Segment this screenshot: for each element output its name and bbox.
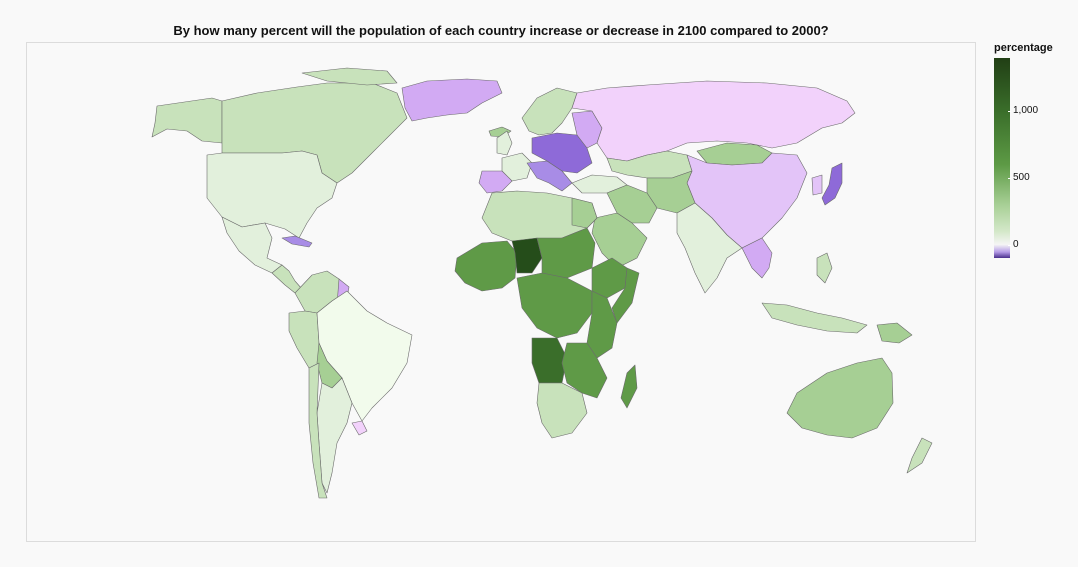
- country-mongolia[interactable]: [696, 142, 773, 166]
- country-italy-balkans[interactable]: [526, 160, 573, 192]
- country-central-africa[interactable]: [516, 272, 593, 339]
- map-frame[interactable]: [26, 42, 976, 542]
- legend-title: percentage: [994, 42, 1053, 54]
- country-central-europe[interactable]: [531, 132, 593, 174]
- country-saudi-arabia[interactable]: [591, 212, 648, 269]
- country-russia[interactable]: [571, 80, 856, 162]
- legend-tick-label: 0: [1013, 238, 1019, 250]
- country-scandinavia[interactable]: [521, 87, 578, 136]
- legend-tick-mark: [1008, 178, 1011, 179]
- country-east-africa[interactable]: [586, 290, 618, 359]
- country-angola[interactable]: [531, 337, 568, 384]
- country-korea[interactable]: [811, 174, 823, 196]
- country-new-zealand[interactable]: [906, 437, 933, 474]
- chart-title: By how many percent will the population …: [173, 23, 829, 38]
- country-alaska[interactable]: [151, 97, 223, 144]
- country-west-africa[interactable]: [454, 240, 518, 292]
- legend-tick-label: 500: [1013, 172, 1030, 183]
- country-australia[interactable]: [786, 357, 894, 439]
- country-central-america[interactable]: [271, 264, 303, 294]
- country-argentina[interactable]: [316, 377, 353, 494]
- country-canada-arctic[interactable]: [301, 67, 398, 86]
- country-peru[interactable]: [288, 310, 320, 369]
- legend-tick-mark: [1008, 111, 1011, 113]
- country-uk[interactable]: [496, 130, 513, 156]
- country-southeast-asia[interactable]: [741, 237, 773, 279]
- country-egypt[interactable]: [571, 197, 598, 229]
- country-madagascar[interactable]: [620, 364, 638, 409]
- country-philippines[interactable]: [816, 252, 833, 284]
- legend-tick-mark: [1008, 244, 1011, 246]
- country-japan[interactable]: [821, 162, 843, 206]
- legend-tick-label: 1,000: [1013, 105, 1039, 117]
- country-niger[interactable]: [511, 237, 543, 274]
- country-chile[interactable]: [308, 362, 328, 499]
- country-spain[interactable]: [478, 170, 513, 194]
- world-map[interactable]: [27, 43, 977, 543]
- country-indonesia[interactable]: [761, 302, 868, 334]
- legend-colorbar: [994, 58, 1010, 258]
- country-uruguay[interactable]: [351, 420, 368, 436]
- country-papua[interactable]: [876, 322, 913, 344]
- country-southern-africa[interactable]: [536, 382, 588, 439]
- country-india[interactable]: [676, 202, 743, 294]
- country-greenland[interactable]: [401, 78, 503, 122]
- country-cuba[interactable]: [281, 235, 313, 248]
- country-zambia-mozambique[interactable]: [561, 342, 608, 399]
